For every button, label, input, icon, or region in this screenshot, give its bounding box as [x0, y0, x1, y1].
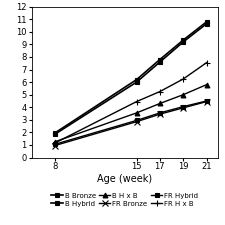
Legend: B Bronze, B Hybrid, B H x B, FR Bronze, FR Hybrid, FR H x B: B Bronze, B Hybrid, B H x B, FR Bronze, … [50, 191, 200, 208]
X-axis label: Age (week): Age (week) [97, 174, 153, 184]
